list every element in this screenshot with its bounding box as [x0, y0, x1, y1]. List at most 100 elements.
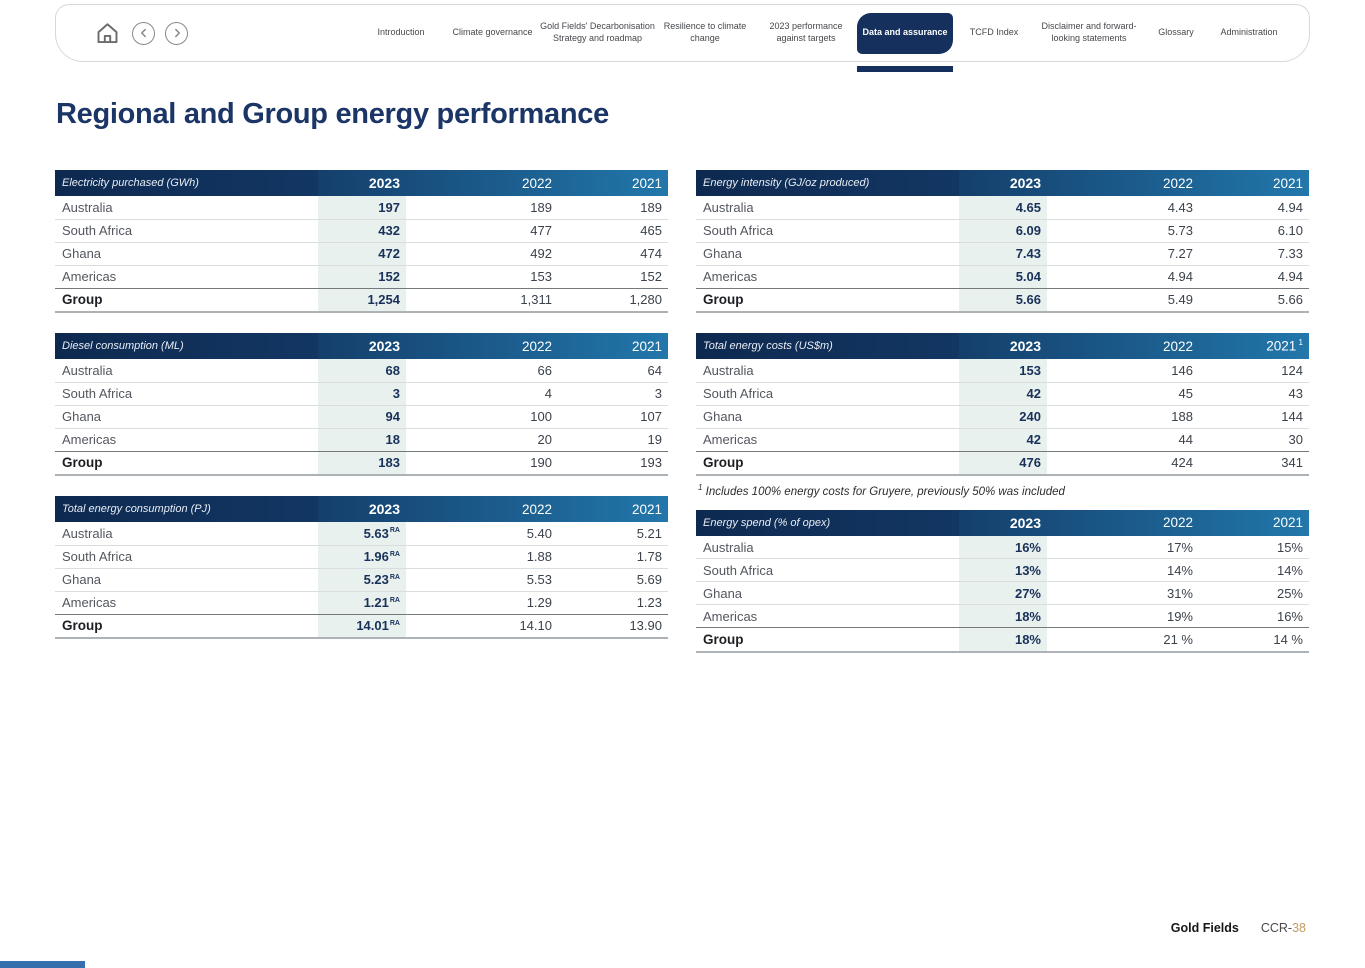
table-row-ghana: Ghana 27% 31% 25% [696, 581, 1309, 606]
value-2022: 66 [406, 359, 558, 383]
page-progress-bar [0, 961, 85, 968]
next-page-button[interactable] [165, 21, 188, 45]
tables-grid: Electricity purchased (GWh) 2023 2022 2021 A… [55, 170, 1309, 673]
value-2021: 13.90 [558, 614, 668, 639]
assurance-marker: RA [389, 573, 400, 581]
value-2023: 14.01RA [318, 614, 406, 639]
page-number-prefix: CCR- [1260, 921, 1293, 935]
home-icon[interactable] [94, 19, 122, 47]
row-label: Ghana [55, 242, 318, 266]
value-2023: 432 [318, 219, 406, 243]
tab-glossary[interactable]: Glossary [1143, 27, 1209, 39]
table-row-americas: Americas 42 44 30 [696, 428, 1309, 452]
tab-gold-fields-decarbonisation-strategy-and-roadmap[interactable]: Gold Fields' Decarbonisation Strategy an… [540, 21, 655, 44]
value-2022: 188 [1047, 405, 1199, 429]
year-header-2022: 2022 [521, 175, 552, 191]
row-label: Group [55, 614, 318, 639]
nav-tabs: Introduction Climate governance Gold Field… [357, 5, 1289, 61]
value-2023: 94 [318, 405, 406, 429]
table-title: Energy intensity (GJ/oz produced) [696, 170, 959, 196]
year-header-2021: 2021 [631, 175, 662, 191]
value-2023: 3 [318, 382, 406, 406]
active-tab-underline [857, 66, 953, 72]
year-header-2023: 2023 [368, 501, 400, 517]
tab-data-and-assurance[interactable]: Data and assurance [857, 12, 953, 54]
row-label: South Africa [696, 219, 959, 243]
row-label: Ghana [696, 405, 959, 429]
tables-column-left: Electricity purchased (GWh) 2023 2022 2021 A… [55, 170, 668, 659]
value-2022: 1,311 [406, 288, 558, 313]
value-2021: 5.66 [1199, 288, 1309, 313]
value-2023: 5.63RA [318, 522, 406, 546]
year-header-2021: 2021 [631, 338, 662, 354]
value-2021: 1.23 [558, 591, 668, 615]
assurance-marker: RA [389, 550, 400, 558]
value-2021: 4.94 [1199, 265, 1309, 289]
row-label: South Africa [55, 382, 318, 406]
chevron-left-icon [140, 28, 146, 38]
year-header-2023: 2023 [368, 338, 400, 354]
value-2023: 5.04 [959, 265, 1047, 289]
tab-administration[interactable]: Administration [1209, 27, 1289, 39]
table-total-energy-costs: Total energy costs (US$m) 2023 2022 2021 1 A… [696, 333, 1309, 476]
value-2021: 5.69 [558, 568, 668, 592]
row-label: Group [55, 288, 318, 313]
value-2022: 20 [406, 428, 558, 452]
tab-tcfd-index[interactable]: TCFD Index [953, 27, 1035, 39]
table-row-ghana: Ghana 7.43 7.27 7.33 [696, 242, 1309, 266]
nav-icon-group [94, 5, 188, 61]
total-row-group: Group 14.01RA 14.10 13.90 [55, 614, 668, 639]
value-2021: 7.33 [1199, 242, 1309, 266]
total-row-group: Group 18% 21 % 14 % [696, 627, 1309, 653]
table-row-south-africa: South Africa 3 4 3 [55, 382, 668, 406]
data-table-electricity-purchased: Electricity purchased (GWh) 2023 2022 2021 A… [55, 170, 668, 313]
tab-introduction[interactable]: Introduction [357, 27, 445, 39]
data-table-energy-intensity: Energy intensity (GJ/oz produced) 2023 202… [696, 170, 1309, 313]
tables-column-right: Energy intensity (GJ/oz produced) 2023 202… [696, 170, 1309, 673]
total-row-group: Group 183 190 193 [55, 451, 668, 476]
table-row-americas: Americas 18% 19% 16% [696, 604, 1309, 629]
year-header-2022: 2022 [1162, 175, 1193, 191]
value-2022: 17% [1047, 535, 1199, 560]
assurance-marker: RA [389, 619, 400, 627]
value-2023: 42 [959, 428, 1047, 452]
table-row-australia: Australia 16% 17% 15% [696, 535, 1309, 560]
table-title: Energy spend (% of opex) [696, 509, 959, 536]
value-2021: 193 [558, 451, 668, 476]
tab-resilience-to-climate-change[interactable]: Resilience to climate change [655, 21, 755, 44]
value-2022: 4.94 [1047, 265, 1199, 289]
assurance-marker: RA [389, 596, 400, 604]
value-2023: 240 [959, 405, 1047, 429]
tab-2023-performance-against-targets[interactable]: 2023 performance against targets [755, 21, 857, 44]
tab-label: Administration [1220, 27, 1278, 38]
year-footnote-marker: 1 [1296, 338, 1303, 348]
value-2022: 4.43 [1047, 196, 1199, 220]
value-2022: 14.10 [406, 614, 558, 639]
value-2022: 477 [406, 219, 558, 243]
total-row-group: Group 476 424 341 [696, 451, 1309, 476]
value-2023: 7.43 [959, 242, 1047, 266]
year-header-2023: 2023 [1009, 514, 1041, 531]
value-2022: 4 [406, 382, 558, 406]
row-label: Ghana [696, 242, 959, 266]
chevron-right-icon [174, 28, 180, 38]
page-number-value: 38 [1292, 921, 1306, 935]
row-label: Australia [696, 359, 959, 383]
value-2022: 100 [406, 405, 558, 429]
value-2021: 1,280 [558, 288, 668, 313]
tab-climate-governance[interactable]: Climate governance [445, 27, 540, 39]
value-2021: 14 % [1199, 627, 1309, 653]
tab-disclaimer-and-forward-looking-statements[interactable]: Disclaimer and forward-looking statement… [1035, 21, 1143, 44]
tab-label: Gold Fields' Decarbonisation Strategy an… [540, 21, 655, 43]
row-label: Ghana [696, 581, 959, 606]
value-2023: 5.23RA [318, 568, 406, 592]
value-2021: 6.10 [1199, 219, 1309, 243]
value-2022: 492 [406, 242, 558, 266]
year-header-2021: 2021 [631, 501, 662, 517]
year-header-2023: 2023 [1009, 175, 1041, 191]
prev-page-button[interactable] [132, 21, 155, 45]
value-2022: 21 % [1047, 627, 1199, 653]
year-header-2021: 2021 [1272, 175, 1303, 191]
value-2023: 153 [959, 359, 1047, 383]
value-2021: 3 [558, 382, 668, 406]
